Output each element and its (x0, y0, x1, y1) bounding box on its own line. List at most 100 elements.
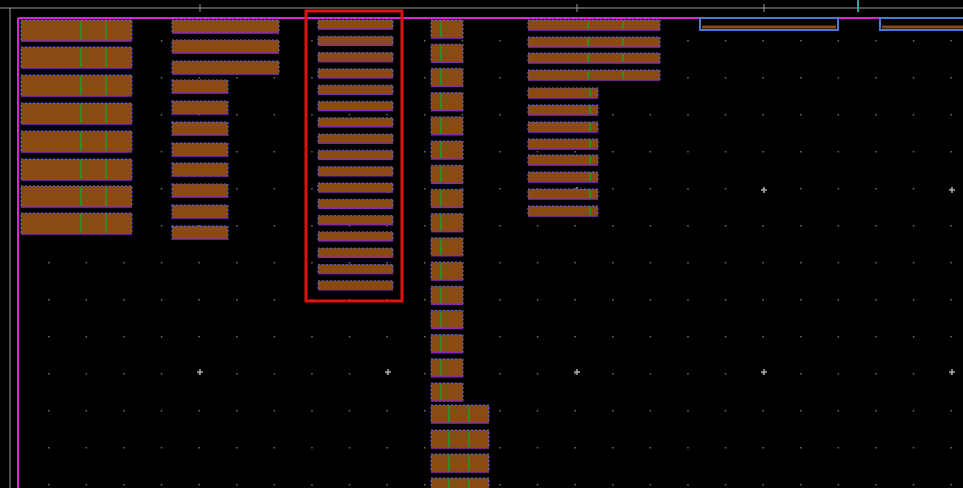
grid-dot (123, 373, 125, 375)
grid-dot (649, 299, 652, 301)
cell (171, 162, 229, 177)
grid-dot (762, 225, 764, 227)
cell (171, 204, 229, 219)
grid-dot (123, 447, 125, 449)
grid-dot (424, 484, 426, 486)
grid-dot (612, 299, 614, 301)
cells (20, 17, 963, 488)
cell (171, 39, 280, 54)
cell (317, 198, 394, 209)
grid-dot (837, 188, 840, 190)
grid-dot (386, 484, 388, 486)
grid-dot (837, 336, 840, 338)
cell (20, 185, 133, 208)
grid-dot (461, 114, 464, 116)
grid-dot (612, 188, 614, 190)
grid-dot (48, 299, 50, 301)
grid-dot (762, 336, 764, 338)
cell (317, 100, 394, 112)
grid-dot (48, 336, 50, 338)
grid-dot (875, 77, 877, 79)
grid-dot (950, 151, 952, 153)
grid-dot (649, 188, 652, 190)
grid-dot (875, 188, 877, 190)
grid-dot (574, 447, 576, 449)
grid-dot (386, 447, 388, 449)
cell (430, 164, 464, 184)
grid-dot (687, 188, 689, 190)
grid-dot (612, 373, 614, 375)
cell (20, 102, 133, 125)
grid-dot (724, 225, 727, 227)
grid-dot (160, 188, 163, 190)
grid-dot (687, 262, 689, 264)
grid-dot (85, 262, 88, 264)
grid-dot (273, 225, 276, 227)
grid-dot (574, 484, 576, 486)
grid-cross (197, 369, 203, 375)
grid-dot (950, 299, 952, 301)
cell (527, 19, 661, 31)
grid-dot (800, 410, 802, 412)
grid-dot (311, 188, 313, 190)
grid-dot (198, 225, 200, 227)
grid-dot (499, 410, 501, 412)
grid-dot (236, 447, 238, 449)
grid-dot (837, 225, 840, 227)
cell (171, 19, 280, 34)
grid-dot (875, 225, 877, 227)
cell (527, 205, 599, 217)
grid-dot (499, 77, 501, 79)
cell (430, 19, 464, 39)
grid-dot (48, 373, 50, 375)
grid-dot (198, 336, 200, 338)
cell (430, 261, 464, 281)
cell (317, 117, 394, 128)
cell (171, 60, 280, 75)
grid-dot (912, 262, 915, 264)
grid-dot (499, 484, 501, 486)
grid-dot (160, 262, 163, 264)
grid-dot (724, 410, 727, 412)
grid-dot (85, 299, 88, 301)
grid-dot (348, 336, 351, 338)
grid-dot (311, 40, 313, 42)
grid-dot (160, 410, 163, 412)
grid-dot (85, 373, 88, 375)
cell (430, 140, 464, 160)
grid-dot (273, 336, 276, 338)
cell (430, 188, 464, 208)
grid-dot (912, 225, 915, 227)
grid-dot (123, 262, 125, 264)
cell (317, 19, 394, 30)
grid-dot (612, 262, 614, 264)
grid-dot (800, 188, 802, 190)
grid-dot (311, 447, 313, 449)
cell (20, 74, 133, 97)
grid-dot (912, 77, 915, 79)
grid-dot (424, 77, 426, 79)
cell (20, 158, 133, 181)
grid-dot (762, 373, 764, 375)
cell (317, 51, 394, 63)
grid-dot (273, 410, 276, 412)
grid-dot (160, 299, 163, 301)
grid-dot (424, 114, 426, 116)
grid-dot (950, 262, 952, 264)
grid-dot (424, 373, 426, 375)
grid-dot (649, 410, 652, 412)
grid-dot (687, 410, 689, 412)
cell (317, 149, 394, 160)
grid-dot (236, 410, 238, 412)
grid-dot (612, 114, 614, 116)
grid-dot (875, 373, 877, 375)
grid-dot (649, 262, 652, 264)
grid-dot (912, 114, 915, 116)
grid-dot (198, 484, 200, 486)
grid-dot (574, 373, 576, 375)
grid-dot (536, 373, 539, 375)
grid-cross (574, 369, 580, 375)
grid-dot (950, 373, 952, 375)
grid-dot (236, 373, 238, 375)
grid-dot (198, 299, 200, 301)
